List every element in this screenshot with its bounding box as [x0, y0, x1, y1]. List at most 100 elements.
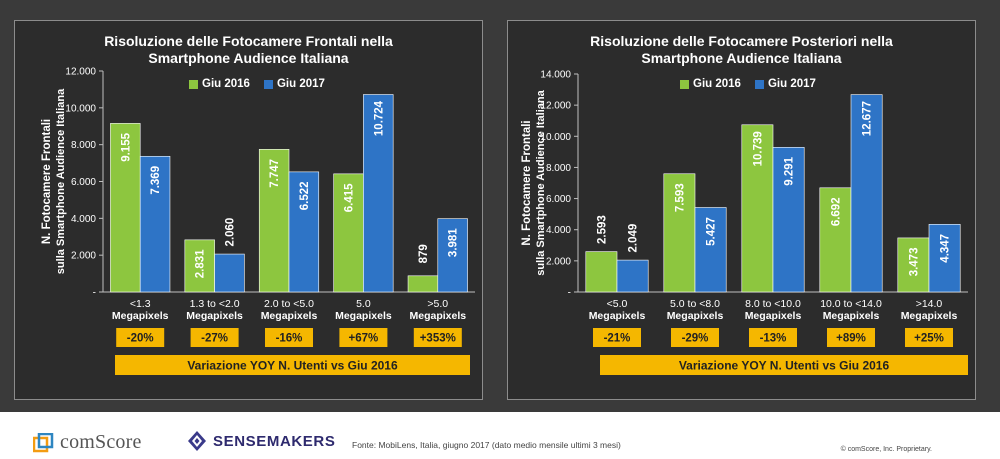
y-tick-label: 8.000 — [546, 163, 571, 174]
yoy-change-box — [116, 328, 165, 347]
source-note: Fonte: MobiLens, Italia, giugno 2017 (da… — [352, 440, 621, 450]
chart-title: Risoluzione delle Fotocamere Frontali ne… — [15, 33, 482, 67]
sensemakers-logo-text: SENSEMAKERS — [213, 432, 336, 450]
y-tick-label: 6.000 — [546, 194, 571, 205]
legend-swatch-blue — [263, 79, 273, 89]
y-tick-label: 10.000 — [65, 103, 96, 114]
yoy-change-box — [749, 328, 797, 347]
category-label-line1: <5.0 — [607, 298, 628, 310]
yoy-caption-box — [115, 355, 470, 375]
y-axis-label-line1: N. Fotocamere Frontali — [41, 119, 53, 244]
category-label-line1: 2.0 to <5.0 — [264, 298, 314, 310]
yoy-change-box — [905, 328, 953, 347]
bar-data-label: 9.291 — [784, 156, 796, 185]
category-label-line1: 1.3 to <2.0 — [190, 298, 240, 310]
category-label-line2: Megapixels — [335, 310, 392, 322]
bar-data-label: 10.724 — [373, 100, 385, 136]
y-tick-label: 2.000 — [71, 251, 96, 262]
bar-giu-2016 — [184, 239, 215, 293]
legend-item-giu-2017: Giu 2017 — [754, 77, 816, 91]
legend-item-giu-2017: Giu 2017 — [263, 77, 325, 91]
yoy-caption-box — [600, 355, 968, 375]
y-tick-label: 14.000 — [540, 70, 571, 81]
y-tick-label: 4.000 — [71, 214, 96, 225]
category-label-line2: Megapixels — [409, 310, 466, 322]
category-label-line2: Megapixels — [823, 310, 880, 322]
bar-data-label: 2.049 — [628, 224, 640, 253]
category-label-line1: 8.0 to <10.0 — [745, 298, 801, 310]
chart-legend: Giu 2016 Giu 2017 — [680, 77, 816, 91]
bar-giu-2016 — [897, 237, 930, 293]
comscore-logo-text: comScore — [60, 431, 142, 453]
chart-title-line2: Smartphone Audience Italiana — [148, 50, 349, 66]
bar-giu-2016 — [258, 149, 290, 293]
legend-label: Giu 2016 — [202, 78, 250, 90]
category-label-line1: 5.0 — [356, 298, 371, 310]
bar-giu-2016 — [407, 275, 439, 293]
bar-giu-2017 — [437, 218, 468, 293]
yoy-change-box — [593, 328, 641, 347]
category-label-line2: Megapixels — [667, 310, 724, 322]
y-axis-label-line2: sulla Smartphone Audience Italiana — [55, 88, 67, 274]
yoy-change-value: -20% — [127, 333, 154, 345]
category-label-line2: Megapixels — [745, 310, 802, 322]
yoy-change-value: +89% — [836, 333, 866, 345]
bar-data-label: 12.677 — [862, 101, 874, 136]
category-label-line2: Megapixels — [112, 310, 169, 322]
chart-title: Risoluzione delle Fotocamere Posteriori … — [508, 33, 975, 67]
category-label-line1: >5.0 — [427, 298, 448, 310]
category-label-line2: Megapixels — [186, 310, 243, 322]
chart-title-line1: Risoluzione delle Fotocamere Posteriori … — [590, 33, 893, 49]
bar-data-label: 7.369 — [150, 166, 162, 195]
rear-camera-chart-panel: Risoluzione delle Fotocamere Posteriori … — [507, 20, 976, 400]
bar-giu-2016 — [741, 124, 774, 293]
yoy-change-box — [413, 328, 462, 347]
yoy-change-value: +67% — [349, 333, 379, 345]
bar-giu-2017 — [288, 171, 320, 293]
bar-giu-2017 — [850, 94, 883, 293]
bar-data-label: 10.739 — [752, 131, 764, 166]
legend-item-giu-2016: Giu 2016 — [680, 77, 741, 91]
yoy-change-value: -13% — [760, 333, 787, 345]
y-tick-label: 10.000 — [540, 132, 571, 143]
category-label-line2: Megapixels — [901, 310, 958, 322]
yoy-caption-text: Variazione YOY N. Utenti vs Giu 2016 — [679, 359, 890, 373]
y-tick-label: 2.000 — [546, 256, 571, 267]
bar-data-label: 6.522 — [299, 181, 311, 210]
footer: comScore SENSEMAKERS Fonte: MobiLens, It… — [0, 412, 1000, 459]
bar-data-label: 9.155 — [120, 132, 132, 161]
yoy-change-value: -16% — [276, 333, 303, 345]
bar-giu-2017 — [139, 155, 171, 293]
category-label-line1: <1.3 — [130, 298, 151, 310]
legend-label: Giu 2017 — [276, 78, 325, 90]
bar-data-label: 5.427 — [706, 217, 718, 246]
front-camera-bar-chart: - 2.000 4.000 6.000 8.000 10.000 12.000 N. Foto… — [41, 67, 475, 375]
yoy-change-box — [671, 328, 719, 347]
legend-label: Giu 2017 — [767, 78, 816, 90]
legend-swatch-green — [189, 79, 198, 89]
yoy-change-value: +353% — [420, 333, 456, 345]
bar-data-label: 7.593 — [674, 183, 686, 212]
bar-giu-2017 — [772, 147, 805, 293]
legend-label: Giu 2016 — [693, 78, 741, 90]
category-label-line1: >14.0 — [916, 298, 943, 310]
bar-giu-2017 — [214, 253, 245, 293]
front-camera-chart-panel: Risoluzione delle Fotocamere Frontali ne… — [14, 20, 483, 400]
bar-giu-2016 — [819, 187, 852, 293]
bar-data-label: 7.747 — [269, 159, 281, 188]
comscore-mark-icon — [33, 432, 54, 452]
yoy-change-box — [265, 328, 313, 347]
bar-data-label: 6.415 — [344, 183, 356, 212]
yoy-change-box — [827, 328, 875, 347]
bar-giu-2017 — [616, 259, 649, 293]
yoy-change-box — [339, 328, 388, 347]
legend-item-giu-2016: Giu 2016 — [189, 77, 250, 91]
y-tick-label: 12.000 — [540, 101, 571, 112]
yoy-caption-text: Variazione YOY N. Utenti vs Giu 2016 — [187, 359, 398, 373]
y-tick-label: - — [93, 288, 96, 299]
copyright-note: © comScore, Inc. Proprietary. — [840, 446, 932, 453]
sensemakers-mark-icon — [188, 431, 206, 451]
bar-giu-2017 — [363, 94, 394, 293]
bar-giu-2016 — [663, 173, 696, 293]
y-tick-label: 6.000 — [71, 177, 96, 188]
